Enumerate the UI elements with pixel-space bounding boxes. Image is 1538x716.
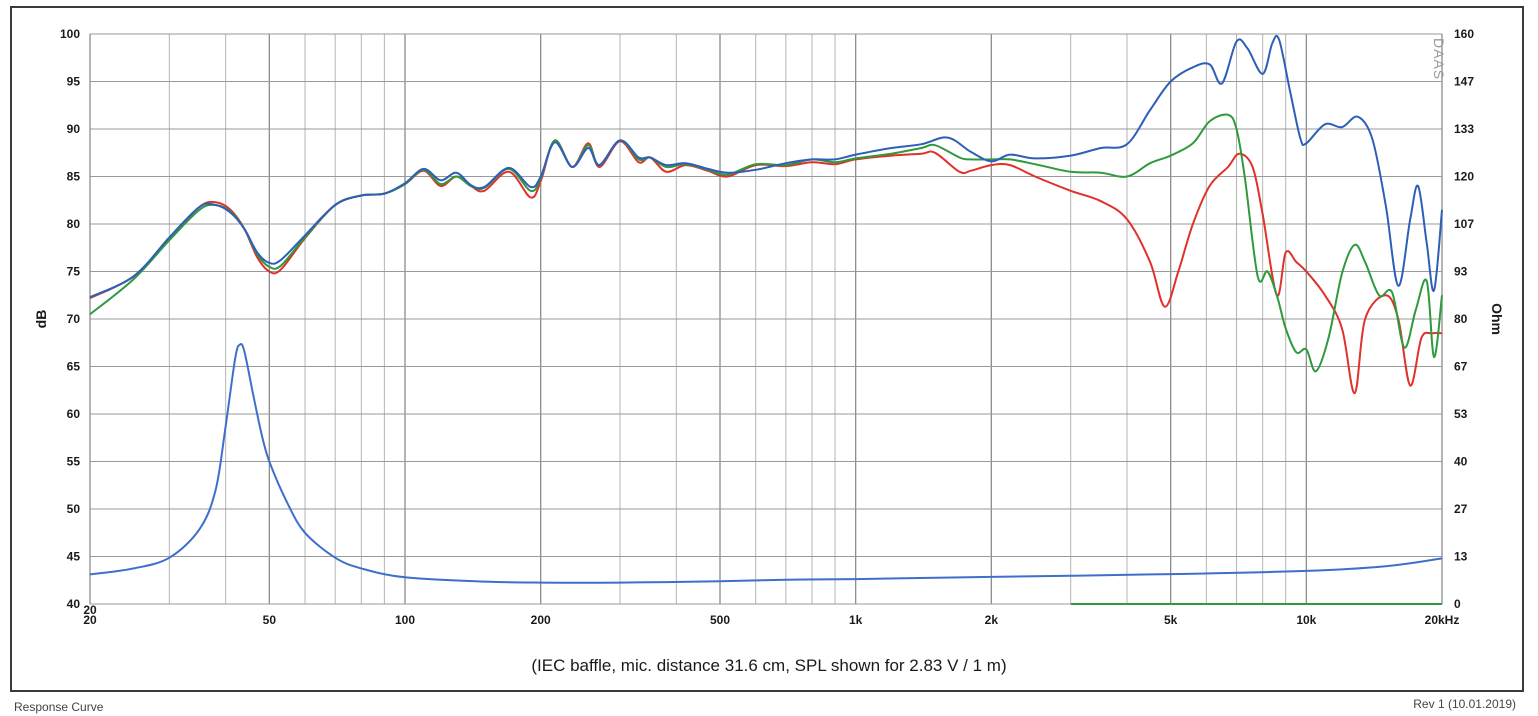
y2-tick-label: 80 xyxy=(1454,312,1468,326)
y-tick-label: 40 xyxy=(67,597,81,611)
x-tick-label-small: 20 xyxy=(83,603,97,617)
y-tick-label: 95 xyxy=(67,75,81,89)
x-tick-label: 1k xyxy=(849,613,863,627)
y-axis-label: dB xyxy=(33,310,49,329)
y-tick-label: 65 xyxy=(67,360,81,374)
footer-title: Response Curve xyxy=(14,700,104,714)
series-impedance-line xyxy=(89,343,1443,584)
x-tick-label: 20 xyxy=(83,613,97,627)
x-tick-label: 100 xyxy=(395,613,415,627)
series-blue-line xyxy=(89,34,1443,299)
y-tick-label: 85 xyxy=(67,170,81,184)
y-tick-label: 70 xyxy=(67,312,81,326)
y-tick-label: 75 xyxy=(67,265,81,279)
y2-tick-label: 53 xyxy=(1454,407,1468,421)
y2-axis-label: Ohm xyxy=(1489,303,1505,335)
x-tick-label: 500 xyxy=(710,613,730,627)
y-tick-label: 80 xyxy=(67,217,81,231)
x-tick-label: 5k xyxy=(1164,613,1178,627)
chart-frame: 20 50 100 200 500 1k 2k 5k 10k 20kHz 20 40 45 50 55 60… xyxy=(10,6,1524,692)
x-tick-label: 200 xyxy=(531,613,551,627)
y-tick-label: 90 xyxy=(67,122,81,136)
daas-watermark: DAAS xyxy=(1431,38,1447,80)
y2-tick-label: 160 xyxy=(1454,27,1474,41)
y2-tick-label: 67 xyxy=(1454,359,1468,373)
x-tick-label: 50 xyxy=(263,613,277,627)
y2-tick-label: 0 xyxy=(1454,597,1461,611)
y-tick-label: 60 xyxy=(67,407,81,421)
y-tick-label: 100 xyxy=(60,27,80,41)
x-tick-labels: 20 50 100 200 500 1k 2k 5k 10k 20kHz 20 xyxy=(83,603,1459,627)
chart-caption: (IEC baffle, mic. distance 31.6 cm, SPL … xyxy=(531,656,1007,675)
x-tick-label: 20kHz xyxy=(1425,613,1460,627)
y2-tick-label: 147 xyxy=(1454,74,1474,88)
grid xyxy=(89,33,1443,605)
y2-tick-label: 133 xyxy=(1454,122,1474,136)
y2-tick-label: 120 xyxy=(1454,170,1474,184)
y2-tick-label: 107 xyxy=(1454,217,1474,231)
y2-tick-labels: 0 13 27 40 53 67 80 93 107 120 133 147 160 xyxy=(1454,27,1474,611)
curves xyxy=(89,34,1443,605)
y2-tick-label: 27 xyxy=(1454,502,1468,516)
y2-tick-label: 40 xyxy=(1454,455,1468,469)
frequency-response-chart: 20 50 100 200 500 1k 2k 5k 10k 20kHz 20 40 45 50 55 60… xyxy=(33,27,1505,627)
footer-revision: Rev 1 (10.01.2019) xyxy=(1413,697,1516,711)
y-tick-labels: 40 45 50 55 60 65 70 75 80 85 90 95 100 xyxy=(60,27,80,611)
x-tick-label: 2k xyxy=(985,613,999,627)
y-tick-label: 55 xyxy=(67,455,81,469)
y2-tick-label: 93 xyxy=(1454,265,1468,279)
y2-tick-label: 13 xyxy=(1454,550,1468,564)
y-tick-label: 50 xyxy=(67,502,81,516)
x-tick-label: 10k xyxy=(1296,613,1316,627)
y-tick-label: 45 xyxy=(67,550,81,564)
